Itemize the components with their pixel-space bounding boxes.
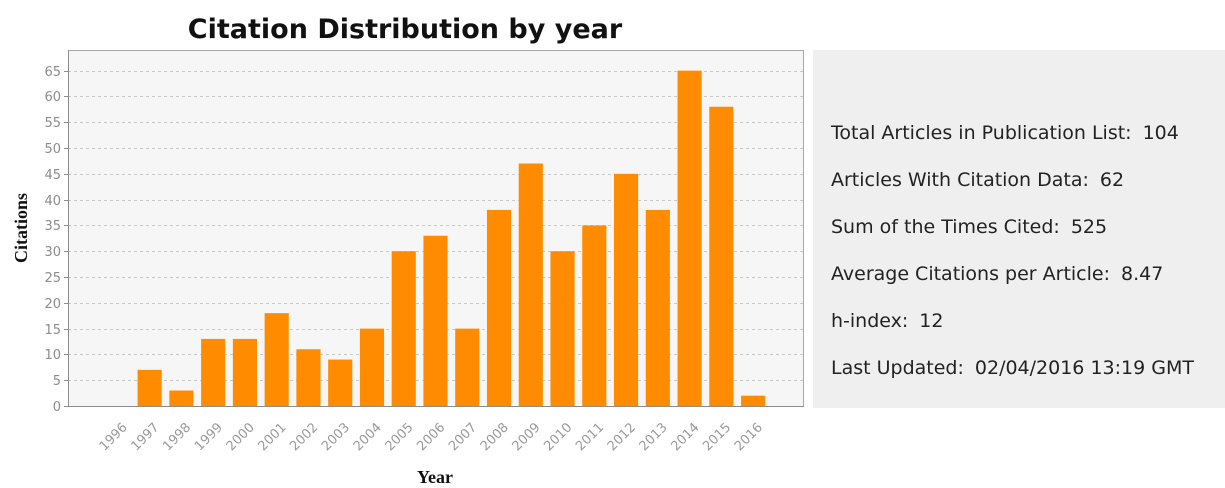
bar-2009 xyxy=(518,163,543,406)
x-tick-label: 1998 xyxy=(160,420,194,454)
bar-2010 xyxy=(550,251,575,406)
y-tick-label: 60 xyxy=(44,90,61,105)
y-tick-label: 50 xyxy=(44,142,61,157)
x-axis-ticks: 1996199719981999200020012002200320042005… xyxy=(97,420,766,454)
x-tick-label: 2001 xyxy=(256,420,290,454)
bar-2012 xyxy=(614,173,639,406)
bar-1997 xyxy=(137,369,162,406)
bar-2006 xyxy=(423,235,448,406)
citation-distribution-chart: Citation Distribution by year 0 5 10 15 20 25… xyxy=(11,14,804,487)
bar-2014 xyxy=(677,70,702,406)
x-tick-label: 2015 xyxy=(700,420,734,454)
x-tick-label: 1999 xyxy=(192,420,226,454)
stat-value: 104 xyxy=(1142,122,1179,144)
bar-2011 xyxy=(582,225,607,406)
y-tick-label: 65 xyxy=(44,65,61,80)
x-tick-label: 2013 xyxy=(637,420,671,454)
stat-value: 62 xyxy=(1099,169,1125,191)
bar-2000 xyxy=(232,338,257,406)
citation-stats-panel: Total Articles in Publication List: 104 A… xyxy=(813,50,1225,408)
stat-value: 525 xyxy=(1070,216,1108,238)
bar-1999 xyxy=(201,338,226,406)
bar-2008 xyxy=(486,209,512,406)
stat-sum-times-cited: Sum of the Times Cited: 525 xyxy=(831,204,1225,251)
stat-h-index: h-index: 12 xyxy=(831,298,1225,345)
x-tick-label: 2006 xyxy=(414,420,448,454)
bar-2001 xyxy=(264,313,289,406)
stat-label: Articles With Citation Data: xyxy=(831,169,1089,191)
y-tick-label: 45 xyxy=(44,168,61,183)
x-tick-label: 2005 xyxy=(383,420,417,454)
x-tick-label: 1996 xyxy=(97,420,131,454)
bar-2013 xyxy=(645,209,670,406)
x-tick-label: 2014 xyxy=(668,420,702,454)
x-tick-label: 1997 xyxy=(128,420,162,454)
x-tick-label: 2002 xyxy=(287,420,321,454)
bars xyxy=(137,70,766,406)
stat-label: Last Updated: xyxy=(831,357,964,379)
x-tick-label: 2012 xyxy=(605,420,639,454)
stat-label: Sum of the Times Cited: xyxy=(831,216,1060,238)
x-tick-label: 2004 xyxy=(351,420,385,454)
bar-1998 xyxy=(169,390,194,406)
x-tick-label: 2010 xyxy=(541,420,575,454)
bar-2015 xyxy=(709,106,734,406)
x-tick-label: 2009 xyxy=(510,420,544,454)
y-tick-label: 55 xyxy=(44,116,61,131)
x-tick-label: 2000 xyxy=(224,420,258,454)
stat-label: Total Articles in Publication List: xyxy=(831,122,1132,144)
axes xyxy=(68,50,804,407)
stat-value: 02/04/2016 13:19 GMT xyxy=(974,357,1194,379)
stat-value: 8.47 xyxy=(1121,263,1164,285)
y-axis-label: Citations xyxy=(11,193,31,263)
x-tick-label: 2016 xyxy=(732,420,766,454)
bar-2016 xyxy=(741,395,766,406)
x-tick-label: 2008 xyxy=(478,420,512,454)
bar-2004 xyxy=(359,328,385,406)
y-tick-label: 10 xyxy=(44,348,61,363)
y-axis-ticks: 0 5 10 15 20 25 30 35 40 45 50 55 60 65 xyxy=(44,65,68,415)
stat-articles-with-citation-data: Articles With Citation Data: 62 xyxy=(831,157,1225,204)
stat-label: Average Citations per Article: xyxy=(831,263,1110,285)
stat-average-citations: Average Citations per Article: 8.47 xyxy=(831,251,1225,298)
x-tick-label: 2011 xyxy=(573,420,607,454)
bar-2005 xyxy=(391,251,416,406)
y-tick-label: 30 xyxy=(44,245,61,260)
stat-label: h-index: xyxy=(831,310,909,332)
y-tick-label: 35 xyxy=(44,219,61,234)
bar-2007 xyxy=(455,328,480,406)
y-tick-label: 15 xyxy=(44,323,61,338)
y-tick-label: 40 xyxy=(44,194,61,209)
x-tick-label: 2003 xyxy=(319,420,353,454)
y-tick-label: 0 xyxy=(53,400,61,415)
x-axis-label: Year xyxy=(417,467,453,487)
stat-total-articles: Total Articles in Publication List: 104 xyxy=(831,110,1225,157)
y-tick-label: 25 xyxy=(44,271,61,286)
x-tick-label: 2007 xyxy=(446,420,480,454)
chart-title: Citation Distribution by year xyxy=(188,14,623,45)
y-tick-label: 20 xyxy=(44,297,61,312)
stat-value: 12 xyxy=(919,310,944,332)
bar-2003 xyxy=(328,359,353,406)
y-tick-label: 5 xyxy=(53,374,61,389)
bar-2002 xyxy=(296,349,321,406)
stat-last-updated: Last Updated: 02/04/2016 13:19 GMT xyxy=(831,345,1225,392)
